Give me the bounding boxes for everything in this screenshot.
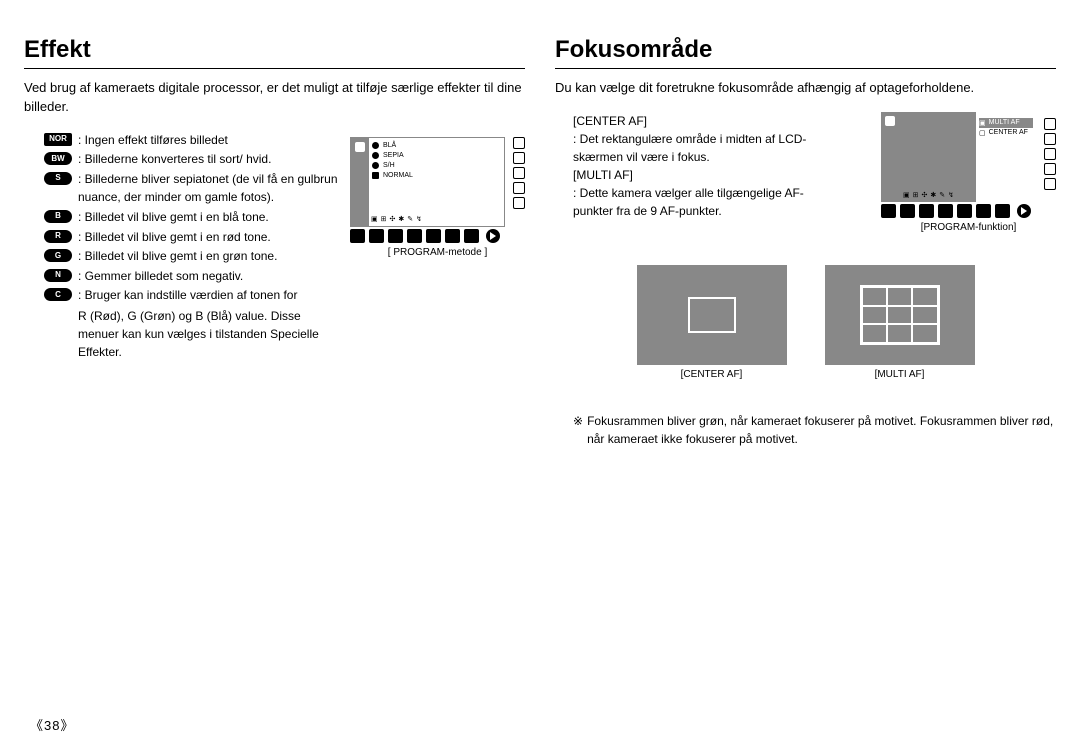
side-box (1044, 148, 1056, 160)
mode-mark (407, 229, 422, 243)
lcd-item: BLÅ (383, 142, 396, 149)
preview-label: [CENTER AF] (637, 369, 787, 380)
right-title: Fokusområde (555, 36, 1056, 69)
play-icon (1017, 204, 1031, 218)
lcd2-item: MULTI AF (989, 119, 1020, 126)
effect-text: : Ingen effekt tilføres billedet (78, 131, 338, 150)
preview-label: [MULTI AF] (825, 369, 975, 380)
side-box (513, 182, 525, 194)
mode-icon: ⊞ (913, 191, 919, 199)
mode-mark (957, 204, 972, 218)
mode-icon: ↯ (416, 215, 422, 223)
mode-mark (426, 229, 441, 243)
mode-icon: ✱ (398, 215, 404, 223)
badge-b: B (44, 210, 72, 223)
badge-n: N (44, 269, 72, 282)
effect-text: : Billederne bliver sepiatonet (de vil f… (78, 170, 338, 207)
dot-icon (372, 172, 379, 179)
page-number: 《38》 (30, 715, 74, 734)
lcd2-caption: [PROGRAM-funktion] (881, 222, 1056, 233)
lcd-item: S/H (383, 162, 395, 169)
flash-icon (885, 116, 895, 126)
badge-g: G (44, 249, 72, 262)
badge-nor: NOR (44, 133, 72, 146)
left-intro: Ved brug af kameraets digitale processor… (24, 79, 525, 117)
side-box (1044, 178, 1056, 190)
right-intro: Du kan vælge dit foretrukne fokusområde … (555, 79, 1056, 98)
af-icon: ▢ (979, 129, 986, 137)
note-text: Fokusrammen bliver grøn, når kameraet fo… (587, 412, 1056, 448)
dot-icon (372, 142, 379, 149)
badge-bw: BW (44, 152, 72, 165)
side-box (513, 167, 525, 179)
mode-icon: ✣ (922, 191, 928, 199)
dot-icon (372, 152, 379, 159)
mode-mark (388, 229, 403, 243)
multi-af-preview (825, 265, 975, 365)
mode-mark (900, 204, 915, 218)
focus-note: ※ Fokusrammen bliver grøn, når kameraet … (573, 412, 1056, 448)
effect-text: : Billederne konverteres til sort/ hvid. (78, 150, 338, 169)
side-box (513, 197, 525, 209)
mode-mark (938, 204, 953, 218)
center-af-preview (637, 265, 787, 365)
lcd-caption: [ PROGRAM-metode ] (350, 247, 525, 258)
effect-text: : Billedet vil blive gemt i en rød tone. (78, 228, 338, 247)
badge-c: C (44, 288, 72, 301)
asterisk-icon: ※ (573, 412, 583, 448)
af-icon: ▣ (979, 119, 986, 127)
lcd-preview-effect: BLÅ SEPIA S/H NORMAL ▣ ⊞ ✣ ✱ ✎ ↯ (350, 137, 505, 227)
lcd-preview-focus: ▣MULTI AF ▢CENTER AF ▣ ⊞ ✣ ✱ ✎ ↯ (881, 112, 1036, 202)
single-frame (688, 297, 736, 333)
dot-icon (372, 162, 379, 169)
mode-mark (369, 229, 384, 243)
mode-icon: ▣ (371, 215, 378, 223)
mode-mark (976, 204, 991, 218)
mode-icon: ✎ (407, 215, 413, 223)
badge-r: R (44, 230, 72, 243)
side-box (1044, 163, 1056, 175)
af-val: : Det rektangulære område i midten af LC… (573, 130, 813, 166)
mode-icon: ✣ (390, 215, 396, 223)
rgb-note: R (Rød), G (Grøn) og B (Blå) value. Diss… (78, 307, 338, 361)
mode-icon: ▣ (903, 191, 910, 199)
lcd2-item: CENTER AF (989, 129, 1028, 136)
badge-s: S (44, 172, 72, 185)
side-box (1044, 118, 1056, 130)
mode-icon: ↯ (948, 191, 954, 199)
effect-text: : Bruger kan indstille værdien af tonen … (78, 286, 338, 305)
mode-mark (445, 229, 460, 243)
mode-icon: ⊞ (381, 215, 387, 223)
effect-text: : Billedet vil blive gemt i en blå tone. (78, 208, 338, 227)
flash-icon (355, 142, 365, 152)
mode-mark (995, 204, 1010, 218)
mode-mark (919, 204, 934, 218)
side-box (513, 152, 525, 164)
side-box (1044, 133, 1056, 145)
side-box (513, 137, 525, 149)
lcd-item: NORMAL (383, 172, 413, 179)
effect-text: : Gemmer billedet som negativ. (78, 267, 338, 286)
mode-icon: ✎ (939, 191, 945, 199)
play-icon (486, 229, 500, 243)
multi-frame (860, 285, 940, 345)
mode-icon: ✱ (930, 191, 936, 199)
af-key: [MULTI AF] (573, 166, 678, 184)
left-title: Effekt (24, 36, 525, 69)
effect-list: NOR : Ingen effekt tilføres billedet BW : … (24, 131, 338, 305)
mode-mark (350, 229, 365, 243)
af-table: [CENTER AF] : Det rektangulære område i … (573, 112, 869, 220)
mode-mark (464, 229, 479, 243)
effect-text: : Billedet vil blive gemt i en grøn tone… (78, 247, 338, 266)
lcd-item: SEPIA (383, 152, 404, 159)
mode-mark (881, 204, 896, 218)
af-key: [CENTER AF] (573, 112, 678, 130)
af-val: : Dette kamera vælger alle tilgængelige … (573, 184, 813, 220)
